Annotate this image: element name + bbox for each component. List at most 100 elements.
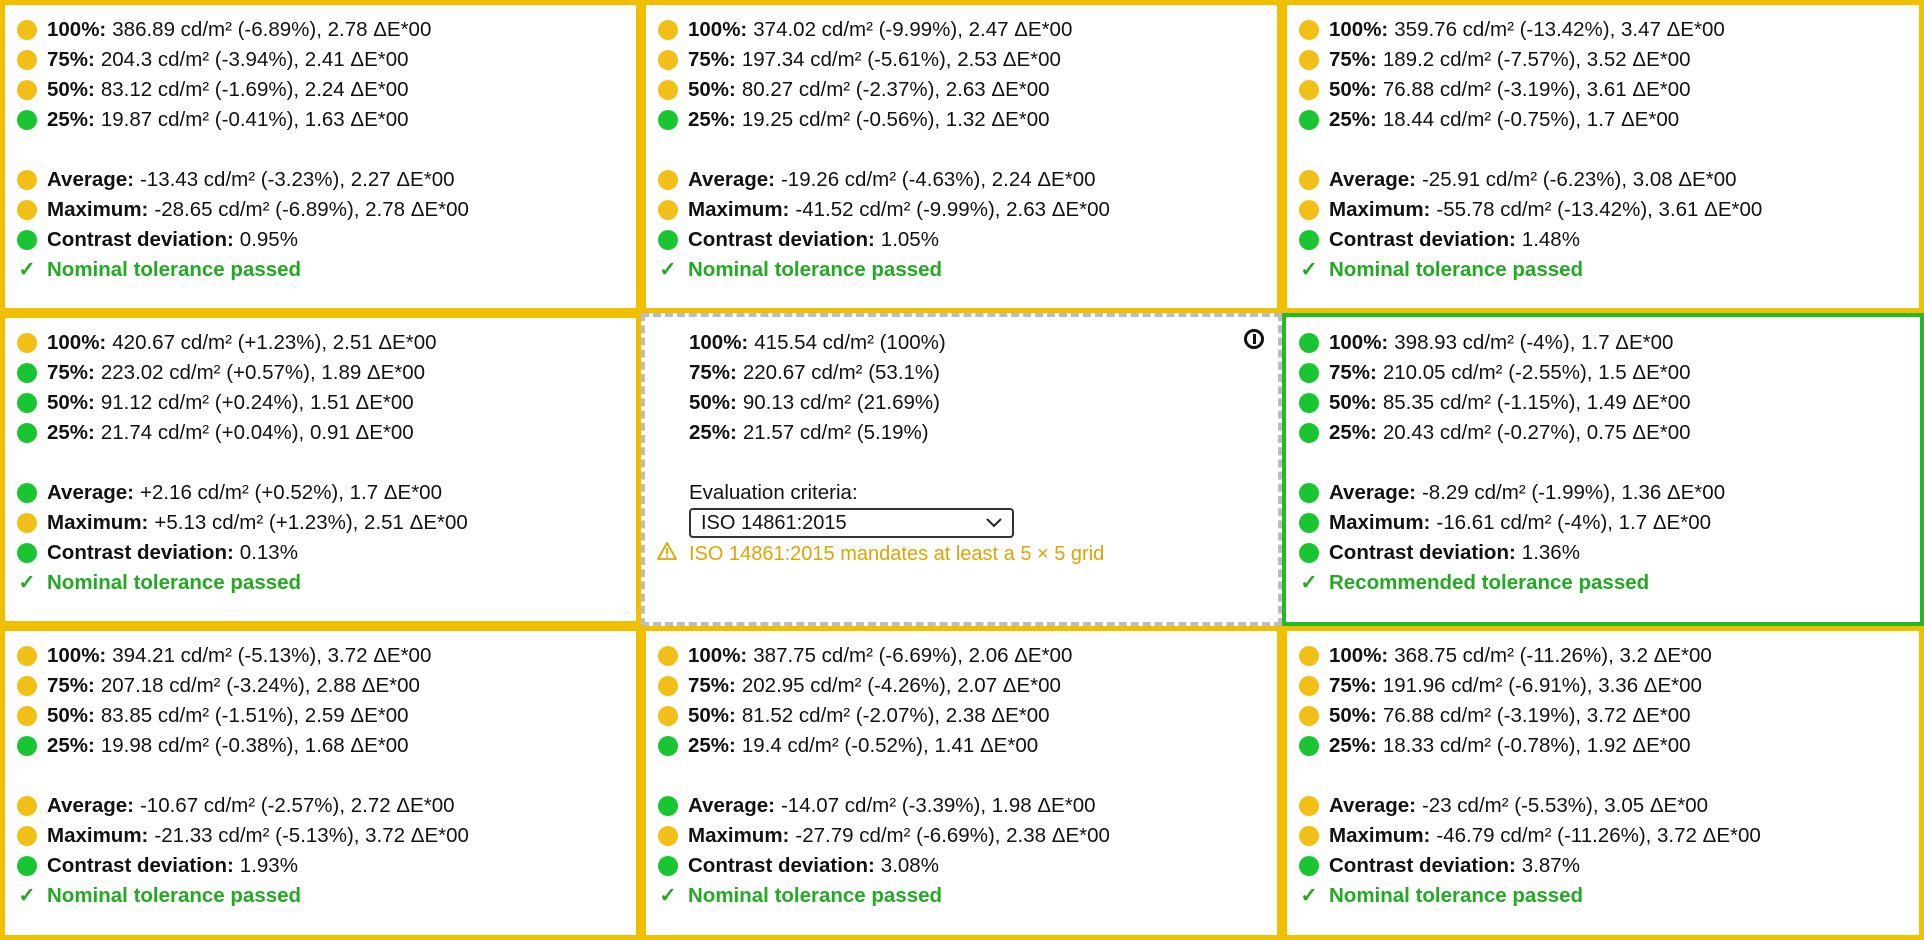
contrast-row: Contrast deviation: 0.13%	[17, 538, 626, 568]
contrast-row: Contrast deviation: 3.08%	[658, 851, 1267, 881]
average-label: Average:	[1329, 168, 1416, 191]
evaluation-criteria-label: Evaluation criteria:	[689, 481, 858, 504]
maximum-row: Maximum: +5.13 cd/m² (+1.23%), 2.51 ΔE*00	[17, 508, 626, 538]
status-dot	[17, 333, 37, 353]
status-dot	[1299, 110, 1319, 130]
status-dot	[1299, 483, 1319, 503]
maximum-value: -16.61 cd/m² (-4%), 1.7 ΔE*00	[1436, 511, 1711, 534]
status-dot	[658, 50, 678, 70]
level-row-100: 100%: 359.76 cd/m² (-13.42%), 3.47 ΔE*00	[1299, 15, 1909, 45]
level-row-50: 50%: 76.88 cd/m² (-3.19%), 3.72 ΔE*00	[1299, 701, 1909, 731]
level-label: 25%:	[47, 421, 95, 444]
status-dot	[1299, 856, 1319, 876]
average-row: Average: -8.29 cd/m² (-1.99%), 1.36 ΔE*00	[1299, 478, 1910, 508]
level-label: 50%:	[1329, 78, 1377, 101]
average-label: Average:	[1329, 481, 1416, 504]
status-dot	[1299, 20, 1319, 40]
level-row-25: 25%: 18.44 cd/m² (-0.75%), 1.7 ΔE*00	[1299, 105, 1909, 135]
status-dot	[1299, 646, 1319, 666]
level-label: 25%:	[688, 734, 736, 757]
average-value: -14.07 cd/m² (-3.39%), 1.98 ΔE*00	[780, 794, 1096, 817]
contrast-row: Contrast deviation: 1.93%	[17, 851, 626, 881]
level-label: 50%:	[688, 704, 736, 727]
level-value: 197.34 cd/m² (-5.61%), 2.53 ΔE*00	[741, 48, 1061, 71]
status-dot	[1299, 676, 1319, 696]
status-dot	[1299, 736, 1319, 756]
level-row-75: 75%: 189.2 cd/m² (-7.57%), 3.52 ΔE*00	[1299, 45, 1909, 75]
status-dot	[658, 646, 678, 666]
check-icon: ✓	[1300, 571, 1318, 594]
reference-row-50: 50%: 90.13 cd/m² (21.69%)	[689, 388, 1268, 418]
average-label: Average:	[47, 168, 134, 191]
level-value: 202.95 cd/m² (-4.26%), 2.07 ΔE*00	[741, 674, 1061, 697]
grid-cell-top-left: 100%: 386.89 cd/m² (-6.89%), 2.78 ΔE*00 7…	[0, 0, 641, 313]
average-value: -25.91 cd/m² (-6.23%), 3.08 ΔE*00	[1421, 168, 1737, 191]
level-label: 100%:	[1329, 644, 1389, 667]
level-value: 19.25 cd/m² (-0.56%), 1.32 ΔE*00	[741, 108, 1050, 131]
average-label: Average:	[688, 168, 775, 191]
maximum-value: -28.65 cd/m² (-6.89%), 2.78 ΔE*00	[154, 198, 469, 221]
level-row-75: 75%: 202.95 cd/m² (-4.26%), 2.07 ΔE*00	[658, 671, 1267, 701]
status-dot	[17, 826, 37, 846]
status-dot	[658, 20, 678, 40]
level-label: 25%:	[47, 734, 95, 757]
level-row-50: 50%: 83.85 cd/m² (-1.51%), 2.59 ΔE*00	[17, 701, 626, 731]
info-icon[interactable]	[1244, 329, 1264, 349]
status-dot	[17, 393, 37, 413]
level-value: 394.21 cd/m² (-5.13%), 3.72 ΔE*00	[112, 644, 432, 667]
level-label: 75%:	[47, 48, 95, 71]
maximum-value: -41.52 cd/m² (-9.99%), 2.63 ΔE*00	[795, 198, 1110, 221]
level-label: 100%:	[47, 331, 107, 354]
contrast-label: Contrast deviation:	[1329, 228, 1516, 251]
level-row-25: 25%: 20.43 cd/m² (-0.27%), 0.75 ΔE*00	[1299, 418, 1910, 448]
level-value: 19.98 cd/m² (-0.38%), 1.68 ΔE*00	[100, 734, 409, 757]
level-label: 100%:	[1329, 18, 1389, 41]
contrast-value: 1.05%	[880, 228, 939, 251]
check-icon: ✓	[18, 258, 36, 281]
status-dot	[17, 110, 37, 130]
status-dot	[17, 50, 37, 70]
level-row-75: 75%: 210.05 cd/m² (-2.55%), 1.5 ΔE*00	[1299, 358, 1910, 388]
level-value: 204.3 cd/m² (-3.94%), 2.41 ΔE*00	[100, 48, 409, 71]
status-dot	[17, 796, 37, 816]
average-label: Average:	[688, 794, 775, 817]
status-dot	[17, 423, 37, 443]
result-text: Nominal tolerance passed	[1329, 884, 1584, 907]
status-dot	[1299, 170, 1319, 190]
status-dot	[1299, 796, 1319, 816]
level-value: 19.4 cd/m² (-0.52%), 1.41 ΔE*00	[741, 734, 1039, 757]
warning-icon	[657, 538, 679, 570]
status-dot	[1299, 543, 1319, 563]
level-value: 189.2 cd/m² (-7.57%), 3.52 ΔE*00	[1382, 48, 1691, 71]
average-value: -8.29 cd/m² (-1.99%), 1.36 ΔE*00	[1421, 481, 1726, 504]
result-text: Nominal tolerance passed	[688, 258, 943, 281]
evaluation-criteria-select[interactable]: ISO 14861:2015	[689, 508, 1014, 538]
level-label: 50%:	[1329, 391, 1377, 414]
maximum-value: -21.33 cd/m² (-5.13%), 3.72 ΔE*00	[154, 824, 469, 847]
maximum-row: Maximum: -41.52 cd/m² (-9.99%), 2.63 ΔE*0…	[658, 195, 1267, 225]
level-label: 50%:	[1329, 704, 1377, 727]
maximum-value: -27.79 cd/m² (-6.69%), 2.38 ΔE*00	[795, 824, 1110, 847]
status-dot	[1299, 200, 1319, 220]
contrast-row: Contrast deviation: 1.48%	[1299, 225, 1909, 255]
grid-cell-top-center: 100%: 374.02 cd/m² (-9.99%), 2.47 ΔE*00 7…	[641, 0, 1282, 313]
result-text: Nominal tolerance passed	[688, 884, 943, 907]
level-value: 85.35 cd/m² (-1.15%), 1.49 ΔE*00	[1382, 391, 1691, 414]
contrast-value: 1.36%	[1521, 541, 1580, 564]
check-icon: ✓	[1300, 258, 1318, 281]
result-text: Recommended tolerance passed	[1329, 571, 1650, 594]
result-row: ✓ Nominal tolerance passed	[17, 881, 626, 911]
status-dot	[658, 170, 678, 190]
status-dot	[1299, 80, 1319, 100]
status-dot	[1299, 50, 1319, 70]
level-row-100: 100%: 386.89 cd/m² (-6.89%), 2.78 ΔE*00	[17, 15, 626, 45]
result-row: ✓ Recommended tolerance passed	[1299, 568, 1910, 598]
status-dot	[17, 20, 37, 40]
level-label: 75%:	[689, 361, 737, 384]
average-value: -13.43 cd/m² (-3.23%), 2.27 ΔE*00	[139, 168, 455, 191]
average-row: Average: +2.16 cd/m² (+0.52%), 1.7 ΔE*00	[17, 478, 626, 508]
level-value: 359.76 cd/m² (-13.42%), 3.47 ΔE*00	[1394, 18, 1725, 41]
maximum-label: Maximum:	[1329, 511, 1431, 534]
level-value: 21.74 cd/m² (+0.04%), 0.91 ΔE*00	[100, 421, 414, 444]
level-value: 90.13 cd/m² (21.69%)	[742, 391, 940, 414]
